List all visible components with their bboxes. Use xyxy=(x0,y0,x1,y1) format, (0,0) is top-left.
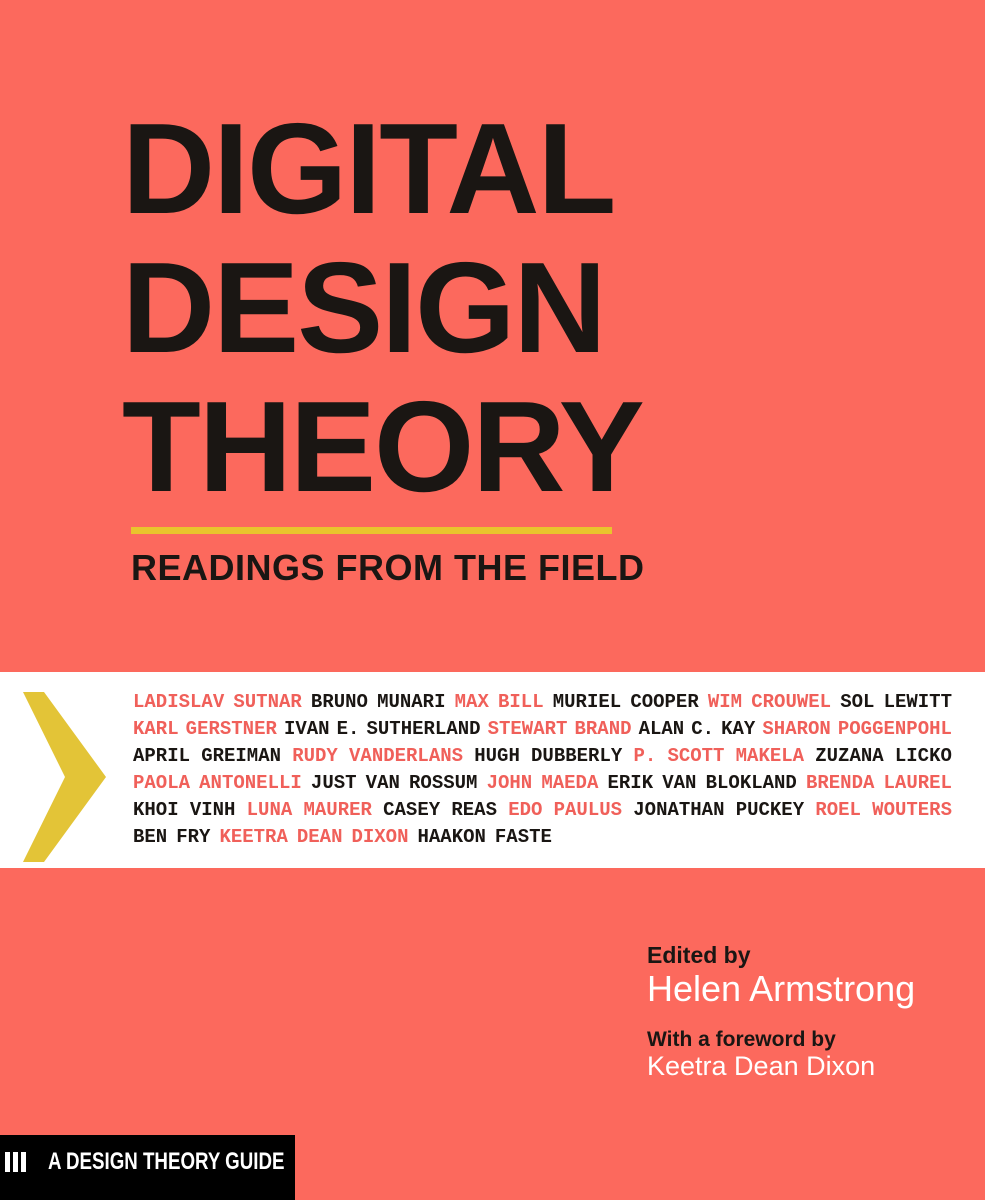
contributor-name-word: WIM xyxy=(707,691,743,713)
contributor-name-word: P. xyxy=(633,745,657,767)
edited-by-label: Edited by xyxy=(647,942,751,968)
contributor-name-word: PAULUS xyxy=(553,799,623,821)
contributor-name-word: JOHN xyxy=(486,772,533,794)
contributor-name-word: JONATHAN xyxy=(633,799,725,821)
contributor-name-word: C. xyxy=(691,718,715,740)
contributor-name-word: ROEL xyxy=(815,799,861,821)
contributor-name-word: E. xyxy=(336,718,360,740)
contributor-name-word: FASTE xyxy=(494,826,552,848)
contributor-name-word: WOUTERS xyxy=(872,799,952,821)
contributor-name-word: JUST xyxy=(310,772,357,794)
contributor-name-word: SCOTT xyxy=(667,745,725,767)
contributor-line: APRIL GREIMAN RUDY VANDERLANS HUGH DUBBERLY P.… xyxy=(133,743,952,769)
contributor-name-word: VAN xyxy=(365,772,400,794)
contributor-name-word: CASEY xyxy=(383,799,441,821)
contributor-name-word: STEWART xyxy=(487,718,568,740)
series-bar: A DESIGN THEORY GUIDE xyxy=(0,1135,295,1200)
contributor-name-word: HUGH xyxy=(474,745,520,767)
title-line-1: DIGITAL xyxy=(122,97,616,241)
contributor-line: PAOLA ANTONELLI JUST VAN ROSSUM JOHN MAEDA ERIK… xyxy=(133,770,952,796)
contributor-name-word: SUTNAR xyxy=(233,691,302,713)
contributor-name-word: BRAND xyxy=(574,718,632,740)
contributor-name-word: LADISLAV xyxy=(133,691,225,713)
contributor-name-word: MAKELA xyxy=(735,745,805,767)
contributor-name-word: MURIEL xyxy=(552,691,622,713)
contributor-name-word: SOL xyxy=(840,691,875,713)
contributor-name-word: KARL xyxy=(133,718,179,740)
contributor-name-word: COOPER xyxy=(630,691,699,713)
contributor-name-word: ALAN xyxy=(638,718,685,740)
contributor-name-word: BRENDA xyxy=(805,772,875,794)
title-line-2: DESIGN xyxy=(122,236,607,380)
book-subtitle: READINGS FROM THE FIELD xyxy=(131,547,645,588)
series-bar-content: A DESIGN THEORY GUIDE xyxy=(0,1148,351,1175)
contributor-name-word: LEWITT xyxy=(883,691,952,713)
contributor-name-word: ZUZANA xyxy=(815,745,884,767)
contributor-name-word: POGGENPOHL xyxy=(837,718,952,740)
right-chevron-icon xyxy=(23,692,106,862)
contributor-name-word: ERIK xyxy=(607,772,654,794)
contributor-line: BEN FRY KEETRA DEAN DIXON HAAKON FASTE xyxy=(133,824,952,850)
contributor-name-word: MAX xyxy=(454,691,489,713)
editor-name: Helen Armstrong xyxy=(647,968,916,1009)
contributors-band: LADISLAV SUTNAR BRUNO MUNARI MAX BILL MURIEL CO… xyxy=(0,672,985,868)
three-vertical-bars-icon xyxy=(5,1152,26,1172)
contributor-name-word: LICKO xyxy=(894,745,952,767)
contributor-name-word: ANTONELLI xyxy=(199,772,302,794)
foreword-author-name: Keetra Dean Dixon xyxy=(647,1051,876,1081)
contributor-name-word: EDO xyxy=(508,799,543,821)
yellow-rule xyxy=(131,527,612,534)
contributor-line: KARL GERSTNER IVAN E. SUTHERLAND STEWART BRAND… xyxy=(133,716,952,742)
foreword-label: With a foreword by xyxy=(647,1028,836,1051)
contributor-name-word: FRY xyxy=(176,826,211,848)
contributor-name-word: MUNARI xyxy=(377,691,446,713)
contributor-name-word: PUCKEY xyxy=(735,799,805,821)
contributor-name-word: SHARON xyxy=(762,718,831,740)
contributor-name-word: KHOI xyxy=(133,799,179,821)
series-label: A DESIGN THEORY GUIDE xyxy=(48,1148,285,1175)
title-line-3: THEORY xyxy=(122,375,645,519)
contributor-name-word: DUBBERLY xyxy=(531,745,623,767)
contributor-name-word: MAEDA xyxy=(541,772,599,794)
contributor-name-word: KAY xyxy=(721,718,756,740)
contributor-name-word: HAAKON xyxy=(417,826,486,848)
contributor-name-word: GREIMAN xyxy=(201,745,282,767)
contributor-name-word: GERSTNER xyxy=(185,718,277,740)
contributor-name-word: ROSSUM xyxy=(409,772,478,794)
contributor-name-word: LAUREL xyxy=(883,772,952,794)
contributors-lines: LADISLAV SUTNAR BRUNO MUNARI MAX BILL MURIEL CO… xyxy=(133,672,952,868)
contributor-name-word: VANDERLANS xyxy=(349,745,464,767)
contributor-name-word: IVAN xyxy=(283,718,330,740)
contributor-name-word: VAN xyxy=(662,772,697,794)
contributor-line: LADISLAV SUTNAR BRUNO MUNARI MAX BILL MURIEL CO… xyxy=(133,689,952,715)
contributor-name-word: BRUNO xyxy=(310,691,368,713)
contributor-name-word: KEETRA xyxy=(219,826,288,848)
contributor-name-word: SUTHERLAND xyxy=(366,718,481,740)
contributor-name-word: CROUWEL xyxy=(751,691,832,713)
contributor-name-word: DEAN xyxy=(296,826,343,848)
contributor-name-word: PAOLA xyxy=(133,772,191,794)
contributor-line: KHOI VINH LUNA MAURER CASEY REAS EDO PAULUS JONA… xyxy=(133,797,952,823)
contributor-name-word: RUDY xyxy=(292,745,338,767)
contributor-name-word: APRIL xyxy=(133,745,191,767)
contributor-name-word: MAURER xyxy=(303,799,372,821)
contributor-name-word: DIXON xyxy=(351,826,409,848)
contributor-name-word: BLOKLAND xyxy=(705,772,797,794)
book-title: DIGITAL DESIGN THEORY xyxy=(122,97,645,519)
contributor-name-word: REAS xyxy=(451,799,497,821)
contributor-name-word: BILL xyxy=(498,691,544,713)
contributor-name-word: VINH xyxy=(189,799,236,821)
contributor-name-word: BEN xyxy=(133,826,168,848)
contributor-name-word: LUNA xyxy=(246,799,293,821)
credits-block: Edited by Helen Armstrong With a forewor… xyxy=(647,941,915,1083)
